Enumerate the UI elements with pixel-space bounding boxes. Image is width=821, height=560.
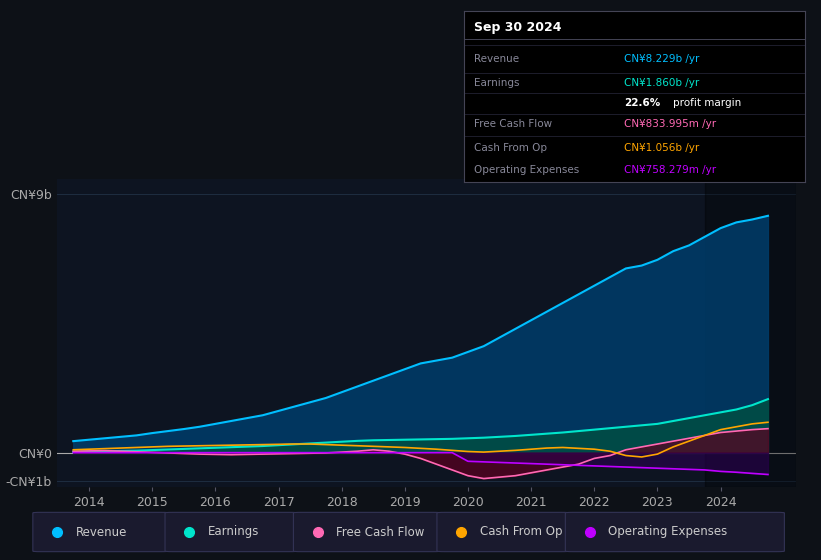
FancyBboxPatch shape [33, 512, 169, 552]
Text: Operating Expenses: Operating Expenses [608, 525, 727, 539]
FancyBboxPatch shape [165, 512, 297, 552]
Text: Sep 30 2024: Sep 30 2024 [474, 21, 562, 35]
Text: Earnings: Earnings [208, 525, 259, 539]
Text: profit margin: profit margin [673, 99, 741, 109]
Text: Cash From Op: Cash From Op [474, 143, 547, 153]
Text: CN¥1.056b /yr: CN¥1.056b /yr [624, 143, 699, 153]
Text: Free Cash Flow: Free Cash Flow [337, 525, 424, 539]
FancyBboxPatch shape [437, 512, 569, 552]
Text: CN¥8.229b /yr: CN¥8.229b /yr [624, 54, 699, 64]
Bar [704, 179, 796, 487]
FancyBboxPatch shape [293, 512, 441, 552]
Text: Revenue: Revenue [76, 525, 127, 539]
Text: CN¥1.860b /yr: CN¥1.860b /yr [624, 78, 699, 88]
FancyBboxPatch shape [566, 512, 784, 552]
Text: Free Cash Flow: Free Cash Flow [474, 119, 553, 129]
Text: CN¥833.995m /yr: CN¥833.995m /yr [624, 119, 716, 129]
Text: CN¥758.279m /yr: CN¥758.279m /yr [624, 165, 716, 175]
Text: 22.6%: 22.6% [624, 99, 660, 109]
Text: Operating Expenses: Operating Expenses [474, 165, 580, 175]
Text: Revenue: Revenue [474, 54, 519, 64]
Text: Cash From Op: Cash From Op [480, 525, 562, 539]
Text: Earnings: Earnings [474, 78, 520, 88]
